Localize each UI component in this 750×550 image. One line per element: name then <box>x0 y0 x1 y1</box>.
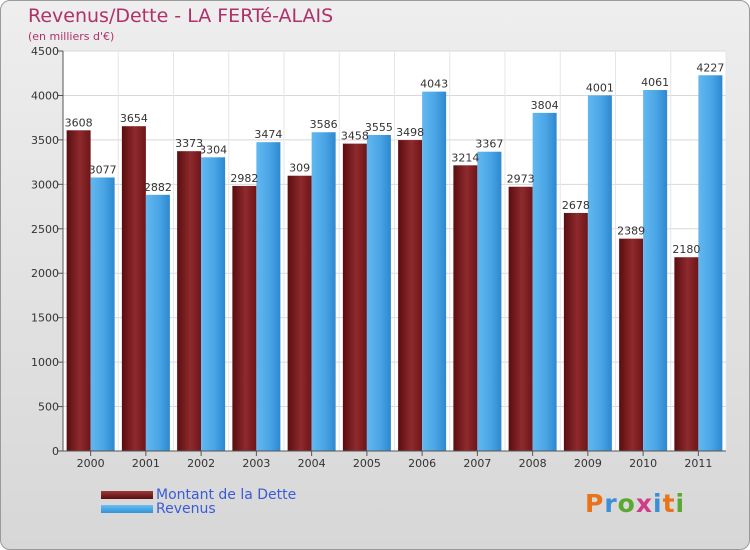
dette-value-label: 2982 <box>230 172 258 185</box>
x-tick-label: 2006 <box>408 457 436 470</box>
y-tick-label: 1500 <box>31 312 59 325</box>
revenus-value-label: 2882 <box>144 181 172 194</box>
legend-item-revenus: Revenus <box>101 501 216 517</box>
legend-swatch-dette <box>101 491 153 499</box>
logo-letter: i <box>653 489 663 518</box>
x-tick-label: 2007 <box>463 457 491 470</box>
revenus-bar <box>256 142 281 451</box>
revenus-bar <box>422 91 447 451</box>
dette-value-label: 3214 <box>451 151 479 164</box>
y-tick-label: 1000 <box>31 356 59 369</box>
revenus-value-label: 4227 <box>696 61 724 74</box>
revenus-bar <box>532 112 557 451</box>
revenus-value-label: 4001 <box>586 81 614 94</box>
chart-title: Revenus/Dette - LA FERTé-ALAIS <box>28 5 334 27</box>
y-tick-label: 0 <box>52 445 59 458</box>
x-tick-label: 2008 <box>519 457 547 470</box>
y-tick-label: 500 <box>38 401 59 414</box>
revenus-value-label: 4061 <box>641 76 669 89</box>
dette-bar <box>563 212 588 451</box>
dette-value-label: 2389 <box>617 225 645 238</box>
revenus-value-label: 3304 <box>199 143 227 156</box>
y-tick-label: 3500 <box>31 134 59 147</box>
logo-letter: o <box>617 489 636 518</box>
x-tick-label: 2000 <box>77 457 105 470</box>
dette-value-label: 2180 <box>672 243 700 256</box>
revenus-value-label: 3804 <box>531 99 559 112</box>
legend-label-revenus: Revenus <box>156 501 216 517</box>
revenus-bar <box>643 90 668 452</box>
x-tick-label: 2002 <box>187 457 215 470</box>
dette-bar <box>287 175 312 451</box>
dette-bar <box>177 151 202 451</box>
dette-bar <box>342 143 367 451</box>
revenus-bar <box>698 75 723 452</box>
revenus-bar <box>90 177 115 451</box>
logo-letter: P <box>585 489 605 518</box>
legend-item-dette: Montant de la Dette <box>101 487 297 503</box>
legend-swatch-revenus <box>101 505 153 513</box>
logo-letter: i <box>675 489 686 518</box>
x-tick-label: 2004 <box>298 457 326 470</box>
dette-value-label: 3498 <box>396 126 424 139</box>
revenus-bar <box>587 95 612 451</box>
y-tick-label: 4000 <box>31 89 59 102</box>
y-tick-label: 3000 <box>31 178 59 191</box>
dette-value-label: 3608 <box>65 116 93 129</box>
revenus-bar <box>477 151 502 451</box>
chart-subtitle: (en milliers d'€) <box>28 30 115 43</box>
dette-bar <box>232 185 257 451</box>
y-tick-label: 4500 <box>31 45 59 58</box>
revenus-bar <box>201 157 226 452</box>
x-tick-label: 2010 <box>629 457 657 470</box>
legend-label-dette: Montant de la Dette <box>156 487 297 503</box>
x-tick-label: 2001 <box>132 457 160 470</box>
proxiti-logo: Proxiti <box>585 489 685 518</box>
grid-lines <box>62 50 727 452</box>
x-tick-label: 2003 <box>242 457 270 470</box>
logo-letter: t <box>662 489 676 518</box>
x-tick-label: 2005 <box>353 457 381 470</box>
dette-value-label: 3654 <box>120 112 148 125</box>
dette-bar <box>619 238 644 451</box>
revenus-value-label: 3586 <box>310 118 338 131</box>
dette-bar <box>398 140 423 452</box>
revenus-value-label: 3077 <box>89 163 117 176</box>
revenus-bar <box>145 194 170 452</box>
dette-bar <box>508 186 533 451</box>
revenus-value-label: 3367 <box>475 138 503 151</box>
logo-letter: r <box>604 489 618 518</box>
axes: 0 500 1000 1500 2000 2500 3000 3500 4000 4500 2000… <box>31 45 726 470</box>
x-tick-label: 2009 <box>574 457 602 470</box>
dette-bar <box>121 126 146 451</box>
dette-bar <box>674 257 699 451</box>
dette-value-label: 3458 <box>341 130 369 143</box>
x-tick-label: 2011 <box>684 457 712 470</box>
logo-letter: x <box>635 489 653 518</box>
y-tick-label: 2000 <box>31 267 59 280</box>
bars <box>66 75 723 452</box>
revenus-value-label: 4043 <box>420 78 448 91</box>
dette-value-label: 2973 <box>507 173 535 186</box>
revenus-value-label: 3474 <box>254 128 282 141</box>
revenus-bar <box>366 135 391 451</box>
dette-value-label: 309 <box>289 162 310 175</box>
y-tick-label: 2500 <box>31 223 59 236</box>
dette-value-label: 3373 <box>175 137 203 150</box>
dette-bar <box>66 130 91 452</box>
revenus-value-label: 3555 <box>365 121 393 134</box>
revenus-bar <box>311 132 336 451</box>
dette-bar <box>453 165 478 452</box>
dette-value-label: 2678 <box>562 199 590 212</box>
data-labels: 3608307736542882337333042982347430935863… <box>65 61 725 256</box>
